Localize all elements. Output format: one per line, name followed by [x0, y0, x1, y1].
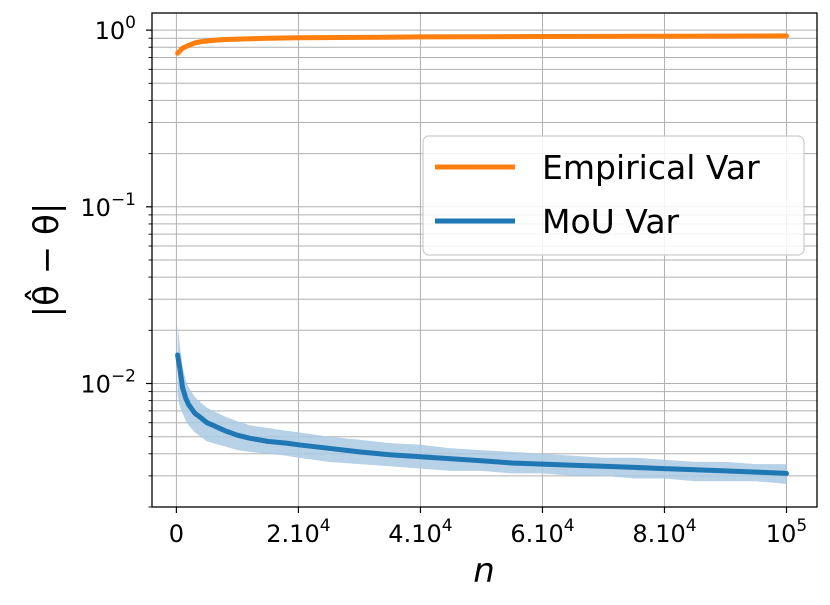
x-tick-label: 105 [766, 516, 807, 548]
legend-box [422, 135, 805, 256]
series-lines [175, 33, 789, 476]
x-tick-label: 0 [169, 520, 184, 548]
bands [177, 324, 787, 484]
x-tick-label: 4.104 [388, 516, 452, 548]
legend: Empirical Var MoU Var [422, 135, 805, 256]
band-mou-var [177, 324, 787, 484]
ticks: 0 2.104 4.104 6.104 8.104 105 100 10−1 10−2 [80, 13, 807, 548]
y-tick-label: 100 [95, 13, 136, 45]
x-axis-label: n [473, 551, 495, 591]
x-tick-label: 2.104 [266, 516, 330, 548]
x-tick-label: 6.104 [510, 516, 574, 548]
line-empirical-var [175, 33, 789, 56]
y-tick-label: 10−2 [80, 367, 136, 399]
line-mou-var [175, 352, 789, 476]
legend-label-mou-var: MoU Var [542, 202, 680, 241]
y-axis-label: |θ̂ − θ| [25, 203, 67, 318]
x-tick-label: 8.104 [632, 516, 696, 548]
y-tick-label: 10−1 [80, 190, 136, 222]
legend-label-empirical-var: Empirical Var [542, 148, 760, 187]
